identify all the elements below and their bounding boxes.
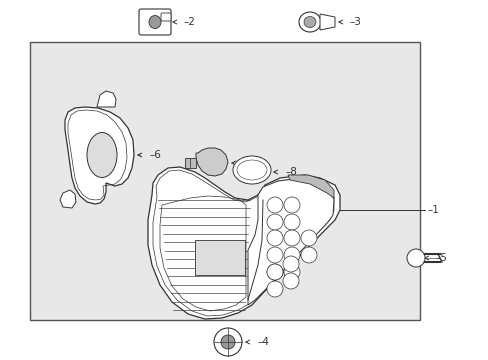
Circle shape bbox=[221, 335, 235, 349]
Polygon shape bbox=[287, 175, 333, 198]
Text: –3: –3 bbox=[349, 17, 361, 27]
FancyBboxPatch shape bbox=[139, 9, 171, 35]
Ellipse shape bbox=[232, 156, 270, 184]
Text: –6: –6 bbox=[150, 150, 162, 160]
Ellipse shape bbox=[87, 132, 117, 177]
Circle shape bbox=[266, 281, 283, 297]
Circle shape bbox=[266, 197, 283, 213]
Text: –2: –2 bbox=[183, 17, 196, 27]
Polygon shape bbox=[148, 167, 339, 319]
Circle shape bbox=[266, 264, 283, 280]
Text: –1: –1 bbox=[427, 205, 439, 215]
Circle shape bbox=[266, 214, 283, 230]
Text: –8: –8 bbox=[285, 167, 296, 177]
Polygon shape bbox=[97, 91, 116, 107]
Bar bbox=[30, 42, 419, 320]
Circle shape bbox=[406, 249, 424, 267]
Circle shape bbox=[266, 247, 283, 263]
Circle shape bbox=[284, 214, 299, 230]
Ellipse shape bbox=[237, 160, 266, 180]
Bar bbox=[195, 240, 244, 275]
Ellipse shape bbox=[304, 17, 315, 27]
Polygon shape bbox=[247, 178, 333, 305]
Text: –4: –4 bbox=[257, 337, 268, 347]
Text: –5: –5 bbox=[434, 253, 446, 263]
FancyBboxPatch shape bbox=[161, 13, 171, 21]
Ellipse shape bbox=[149, 15, 161, 28]
Circle shape bbox=[301, 247, 316, 263]
Polygon shape bbox=[184, 158, 196, 168]
Circle shape bbox=[301, 230, 316, 246]
Circle shape bbox=[284, 230, 299, 246]
Circle shape bbox=[283, 273, 298, 289]
Circle shape bbox=[284, 197, 299, 213]
Circle shape bbox=[214, 328, 242, 356]
Circle shape bbox=[284, 247, 299, 263]
Circle shape bbox=[283, 256, 298, 272]
Ellipse shape bbox=[298, 12, 320, 32]
Circle shape bbox=[266, 264, 283, 280]
Polygon shape bbox=[319, 14, 334, 30]
Circle shape bbox=[266, 230, 283, 246]
Polygon shape bbox=[60, 190, 76, 208]
Text: –7: –7 bbox=[243, 158, 254, 168]
Polygon shape bbox=[65, 107, 134, 204]
Polygon shape bbox=[196, 148, 227, 176]
Circle shape bbox=[284, 264, 299, 280]
